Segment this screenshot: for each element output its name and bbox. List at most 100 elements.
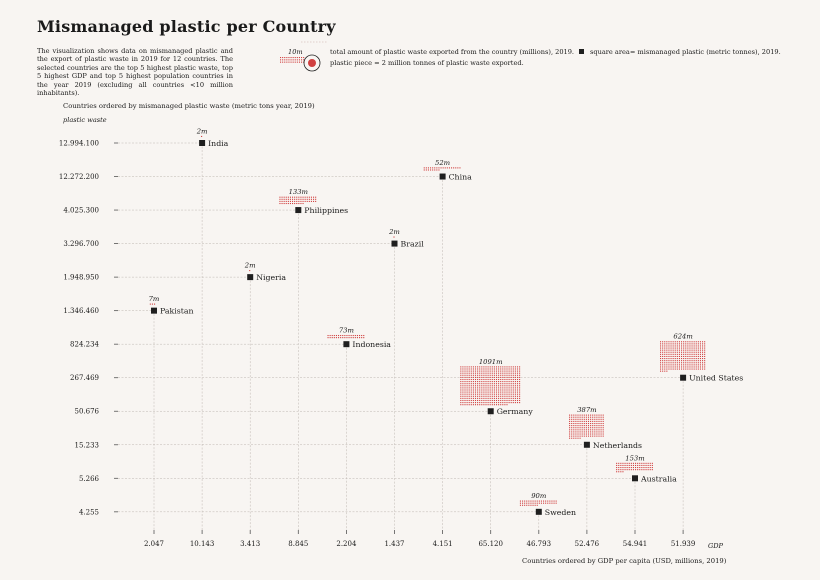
plastic-piece — [333, 334, 335, 337]
plastic-piece — [346, 334, 348, 337]
plastic-piece — [479, 366, 481, 368]
plastic-piece — [485, 399, 487, 402]
plastic-piece — [590, 431, 592, 433]
plastic-piece — [581, 420, 583, 422]
plastic-piece — [693, 341, 695, 343]
plastic-piece — [149, 303, 151, 305]
plastic-piece — [547, 502, 549, 504]
plastic-piece — [512, 393, 514, 395]
plastic-piece — [662, 345, 664, 347]
plastic-piece — [699, 362, 701, 364]
plastic-piece — [585, 435, 587, 437]
plastic-piece — [585, 433, 587, 435]
plastic-piece — [637, 467, 639, 469]
plastic-piece — [491, 376, 493, 378]
plastic-piece — [468, 374, 470, 376]
legend-exported-text: total amount of plastic waste exported f… — [330, 48, 575, 56]
plastic-piece — [393, 236, 395, 238]
x-tick-label: 4.151 — [433, 540, 453, 548]
plastic-piece — [681, 366, 683, 368]
plastic-piece — [512, 368, 514, 370]
plastic-piece — [602, 420, 604, 422]
plastic-piece — [289, 198, 291, 200]
plastic-piece — [498, 395, 500, 397]
plastic-piece — [487, 391, 489, 393]
plastic-piece — [485, 383, 487, 385]
plastic-piece — [359, 337, 361, 339]
x-tick-label: 10.143 — [190, 540, 215, 548]
plastic-piece — [681, 358, 683, 360]
plastic-piece — [666, 351, 668, 353]
plastic-piece — [462, 402, 464, 404]
plastic-piece — [571, 416, 573, 418]
x-tick-label: 2.047 — [144, 540, 164, 548]
waste-marker — [295, 207, 302, 214]
plastic-piece — [596, 414, 598, 416]
country-point-united-states: 624m United States — [118, 333, 743, 530]
plastic-piece — [575, 435, 577, 437]
plastic-piece — [491, 395, 493, 397]
plastic-piece — [462, 366, 464, 368]
plastic-piece — [704, 364, 706, 366]
plastic-piece — [460, 391, 462, 393]
plastic-piece — [618, 469, 620, 471]
plastic-piece — [600, 435, 602, 437]
plastic-piece — [514, 399, 516, 402]
plastic-piece — [491, 370, 493, 372]
plastic-piece — [594, 433, 596, 435]
plastic-piece — [514, 385, 516, 387]
plastic-piece — [283, 196, 285, 198]
plastic-piece — [632, 462, 634, 464]
plastic-piece — [670, 362, 672, 364]
plastic-piece — [670, 341, 672, 343]
plastic-piece — [342, 337, 344, 339]
plastic-piece — [485, 391, 487, 393]
x-tick-label: 54.941 — [623, 540, 648, 548]
plastic-piece — [300, 202, 302, 205]
plastic-piece — [660, 351, 662, 353]
plastic-piece — [460, 383, 462, 385]
plastic-piece — [283, 200, 285, 202]
plastic-piece — [676, 349, 678, 351]
plastic-piece — [500, 385, 502, 387]
plastic-piece — [672, 347, 674, 349]
plastic-piece — [504, 389, 506, 391]
legend-piece — [284, 57, 286, 59]
plastic-piece — [479, 374, 481, 376]
plastic-piece — [504, 387, 506, 389]
plastic-piece — [664, 353, 666, 355]
plastic-piece — [626, 467, 628, 469]
plastic-piece — [506, 378, 508, 381]
plastic-piece — [462, 391, 464, 393]
plastic-piece — [327, 334, 329, 337]
legend-piece — [292, 61, 294, 63]
plastic-piece — [462, 374, 464, 376]
plastic-piece — [506, 383, 508, 385]
plastic-piece — [464, 366, 466, 368]
plastic-piece — [287, 196, 289, 198]
plastic-piece — [695, 355, 697, 358]
plastic-piece — [315, 196, 317, 198]
plastic-piece — [596, 416, 598, 418]
plastic-piece — [516, 378, 519, 381]
plastic-piece — [495, 404, 498, 406]
plastic-piece — [477, 383, 479, 385]
plastic-piece — [583, 420, 585, 422]
plastic-piece — [699, 364, 701, 366]
plastic-piece — [674, 362, 676, 364]
plastic-piece — [470, 372, 472, 374]
plastic-piece — [674, 368, 676, 370]
plastic-piece — [676, 368, 678, 370]
plastic-piece — [508, 387, 510, 389]
plastic-piece — [477, 370, 479, 372]
plastic-piece — [495, 378, 498, 381]
plastic-piece — [464, 368, 466, 370]
plastic-piece — [516, 366, 519, 368]
plastic-piece — [681, 345, 683, 347]
plastic-piece — [483, 389, 485, 391]
plastic-piece — [569, 435, 571, 437]
plastic-piece — [685, 345, 687, 347]
plastic-piece — [676, 360, 678, 362]
plastic-piece — [451, 167, 453, 169]
plastic-piece — [483, 397, 485, 399]
